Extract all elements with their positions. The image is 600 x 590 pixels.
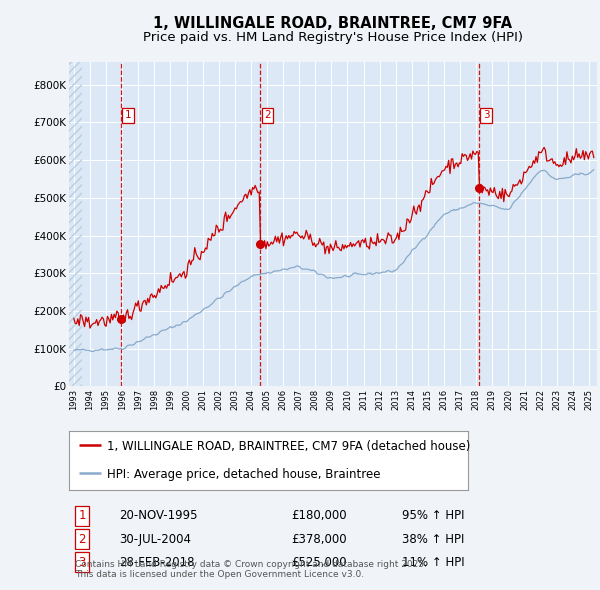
Text: 38% ↑ HPI: 38% ↑ HPI	[401, 533, 464, 546]
Text: £525,000: £525,000	[291, 556, 346, 569]
Text: 2: 2	[79, 533, 86, 546]
Text: HPI: Average price, detached house, Braintree: HPI: Average price, detached house, Brai…	[107, 468, 380, 481]
Text: £378,000: £378,000	[291, 533, 346, 546]
Text: 95% ↑ HPI: 95% ↑ HPI	[401, 509, 464, 522]
Text: 11% ↑ HPI: 11% ↑ HPI	[401, 556, 464, 569]
Text: Contains HM Land Registry data © Crown copyright and database right 2025.
This d: Contains HM Land Registry data © Crown c…	[75, 560, 427, 579]
Text: 20-NOV-1995: 20-NOV-1995	[119, 509, 197, 522]
Text: 30-JUL-2004: 30-JUL-2004	[119, 533, 191, 546]
Text: 1: 1	[125, 110, 131, 120]
Text: 1: 1	[79, 509, 86, 522]
Text: 3: 3	[483, 110, 490, 120]
Bar	[69, 62, 82, 386]
Text: 1, WILLINGALE ROAD, BRAINTREE, CM7 9FA: 1, WILLINGALE ROAD, BRAINTREE, CM7 9FA	[154, 16, 512, 31]
Text: 28-FEB-2018: 28-FEB-2018	[119, 556, 194, 569]
Text: 2: 2	[264, 110, 271, 120]
Text: £180,000: £180,000	[291, 509, 346, 522]
Text: 3: 3	[79, 556, 86, 569]
Text: 1, WILLINGALE ROAD, BRAINTREE, CM7 9FA (detached house): 1, WILLINGALE ROAD, BRAINTREE, CM7 9FA (…	[107, 440, 470, 453]
Text: Price paid vs. HM Land Registry's House Price Index (HPI): Price paid vs. HM Land Registry's House …	[143, 31, 523, 44]
